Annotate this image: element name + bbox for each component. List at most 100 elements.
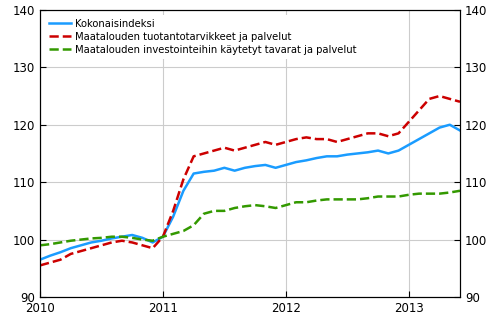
Maatalouden investointeihin käytetyt tavarat ja palvelut <box>108 235 114 239</box>
Maatalouden investointeihin käytetyt tavarat ja palvelut <box>190 223 196 227</box>
Maatalouden tuotantotarvikkeet ja palvelut <box>222 146 228 150</box>
Maatalouden investointeihin käytetyt tavarat ja palvelut <box>211 209 217 213</box>
Maatalouden investointeihin käytetyt tavarat ja palvelut <box>201 212 207 216</box>
Kokonaisindeksi <box>170 214 176 218</box>
Maatalouden tuotantotarvikkeet ja palvelut <box>386 134 392 138</box>
Maatalouden tuotantotarvikkeet ja palvelut <box>242 146 248 150</box>
Maatalouden investointeihin käytetyt tavarat ja palvelut <box>314 199 320 203</box>
Kokonaisindeksi <box>416 137 422 141</box>
Maatalouden tuotantotarvikkeet ja palvelut <box>108 241 114 245</box>
Maatalouden tuotantotarvikkeet ja palvelut <box>211 148 217 152</box>
Kokonaisindeksi <box>129 233 135 237</box>
Maatalouden tuotantotarvikkeet ja palvelut <box>354 134 360 138</box>
Kokonaisindeksi <box>283 163 289 167</box>
Maatalouden investointeihin käytetyt tavarat ja palvelut <box>78 238 84 242</box>
Maatalouden tuotantotarvikkeet ja palvelut <box>160 235 166 239</box>
Maatalouden investointeihin käytetyt tavarat ja palvelut <box>416 192 422 196</box>
Maatalouden tuotantotarvikkeet ja palvelut <box>416 109 422 113</box>
Maatalouden investointeihin käytetyt tavarat ja palvelut <box>262 204 268 208</box>
Maatalouden investointeihin käytetyt tavarat ja palvelut <box>150 239 156 243</box>
Kokonaisindeksi <box>304 158 310 162</box>
Maatalouden investointeihin käytetyt tavarat ja palvelut <box>436 192 442 196</box>
Maatalouden tuotantotarvikkeet ja palvelut <box>334 140 340 144</box>
Kokonaisindeksi <box>436 126 442 130</box>
Maatalouden investointeihin käytetyt tavarat ja palvelut <box>304 200 310 204</box>
Kokonaisindeksi <box>201 170 207 174</box>
Maatalouden investointeihin käytetyt tavarat ja palvelut <box>47 242 53 246</box>
Maatalouden tuotantotarvikkeet ja palvelut <box>375 131 381 135</box>
Kokonaisindeksi <box>252 164 258 168</box>
Kokonaisindeksi <box>262 163 268 167</box>
Maatalouden investointeihin käytetyt tavarat ja palvelut <box>426 192 432 196</box>
Line: Maatalouden investointeihin käytetyt tavarat ja palvelut: Maatalouden investointeihin käytetyt tav… <box>40 191 460 245</box>
Maatalouden tuotantotarvikkeet ja palvelut <box>447 97 453 101</box>
Maatalouden tuotantotarvikkeet ja palvelut <box>324 137 330 141</box>
Kokonaisindeksi <box>78 243 84 247</box>
Kokonaisindeksi <box>150 241 156 245</box>
Kokonaisindeksi <box>365 150 371 154</box>
Kokonaisindeksi <box>88 241 94 245</box>
Maatalouden investointeihin käytetyt tavarat ja palvelut <box>406 193 412 197</box>
Kokonaisindeksi <box>344 152 350 156</box>
Maatalouden investointeihin käytetyt tavarat ja palvelut <box>37 243 43 247</box>
Maatalouden tuotantotarvikkeet ja palvelut <box>150 246 156 250</box>
Kokonaisindeksi <box>119 235 125 239</box>
Maatalouden investointeihin käytetyt tavarat ja palvelut <box>180 229 186 233</box>
Kokonaisindeksi <box>98 239 104 243</box>
Kokonaisindeksi <box>58 250 64 254</box>
Maatalouden tuotantotarvikkeet ja palvelut <box>252 143 258 147</box>
Maatalouden investointeihin käytetyt tavarat ja palvelut <box>334 197 340 201</box>
Maatalouden tuotantotarvikkeet ja palvelut <box>283 140 289 144</box>
Maatalouden investointeihin käytetyt tavarat ja palvelut <box>447 190 453 194</box>
Maatalouden investointeihin käytetyt tavarat ja palvelut <box>375 195 381 199</box>
Maatalouden investointeihin käytetyt tavarat ja palvelut <box>242 204 248 208</box>
Maatalouden investointeihin käytetyt tavarat ja palvelut <box>252 203 258 207</box>
Kokonaisindeksi <box>457 128 463 132</box>
Maatalouden investointeihin käytetyt tavarat ja palvelut <box>283 203 289 207</box>
Kokonaisindeksi <box>447 123 453 127</box>
Kokonaisindeksi <box>232 169 237 173</box>
Kokonaisindeksi <box>211 169 217 173</box>
Kokonaisindeksi <box>386 151 392 155</box>
Maatalouden investointeihin käytetyt tavarat ja palvelut <box>324 197 330 201</box>
Kokonaisindeksi <box>426 131 432 135</box>
Maatalouden tuotantotarvikkeet ja palvelut <box>98 243 104 247</box>
Maatalouden tuotantotarvikkeet ja palvelut <box>37 263 43 267</box>
Maatalouden tuotantotarvikkeet ja palvelut <box>344 137 350 141</box>
Maatalouden investointeihin käytetyt tavarat ja palvelut <box>140 238 145 242</box>
Kokonaisindeksi <box>314 156 320 160</box>
Maatalouden tuotantotarvikkeet ja palvelut <box>232 148 237 152</box>
Maatalouden tuotantotarvikkeet ja palvelut <box>262 140 268 144</box>
Maatalouden tuotantotarvikkeet ja palvelut <box>129 241 135 245</box>
Maatalouden investointeihin käytetyt tavarat ja palvelut <box>354 197 360 201</box>
Kokonaisindeksi <box>108 237 114 241</box>
Maatalouden investointeihin käytetyt tavarat ja palvelut <box>98 236 104 240</box>
Kokonaisindeksi <box>375 148 381 152</box>
Maatalouden tuotantotarvikkeet ja palvelut <box>201 151 207 155</box>
Kokonaisindeksi <box>242 166 248 170</box>
Kokonaisindeksi <box>37 258 43 262</box>
Maatalouden tuotantotarvikkeet ja palvelut <box>314 137 320 141</box>
Maatalouden tuotantotarvikkeet ja palvelut <box>88 246 94 250</box>
Kokonaisindeksi <box>222 166 228 170</box>
Maatalouden investointeihin käytetyt tavarat ja palvelut <box>232 206 237 210</box>
Maatalouden tuotantotarvikkeet ja palvelut <box>140 243 145 247</box>
Kokonaisindeksi <box>272 166 278 170</box>
Maatalouden tuotantotarvikkeet ja palvelut <box>304 135 310 139</box>
Maatalouden investointeihin käytetyt tavarat ja palvelut <box>396 195 402 199</box>
Maatalouden tuotantotarvikkeet ja palvelut <box>406 120 412 124</box>
Kokonaisindeksi <box>160 235 166 239</box>
Kokonaisindeksi <box>396 148 402 152</box>
Maatalouden investointeihin käytetyt tavarat ja palvelut <box>170 232 176 236</box>
Kokonaisindeksi <box>324 154 330 158</box>
Kokonaisindeksi <box>190 172 196 176</box>
Maatalouden tuotantotarvikkeet ja palvelut <box>180 177 186 181</box>
Maatalouden tuotantotarvikkeet ja palvelut <box>58 258 64 262</box>
Maatalouden investointeihin käytetyt tavarat ja palvelut <box>119 235 125 239</box>
Maatalouden tuotantotarvikkeet ja palvelut <box>396 131 402 135</box>
Maatalouden investointeihin käytetyt tavarat ja palvelut <box>129 236 135 240</box>
Maatalouden tuotantotarvikkeet ja palvelut <box>293 137 299 141</box>
Maatalouden tuotantotarvikkeet ja palvelut <box>272 143 278 147</box>
Line: Kokonaisindeksi: Kokonaisindeksi <box>40 125 460 260</box>
Kokonaisindeksi <box>47 254 53 258</box>
